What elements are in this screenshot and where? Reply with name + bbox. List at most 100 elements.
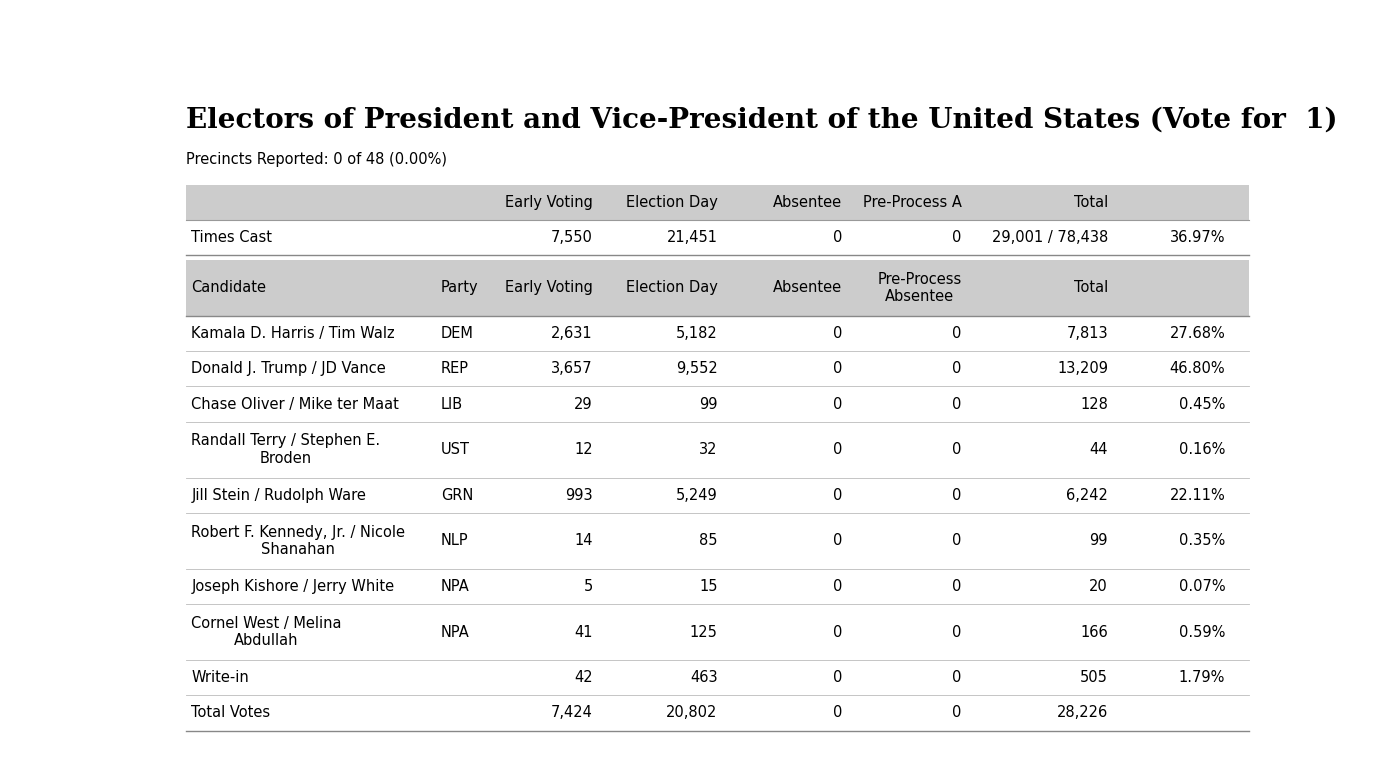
Text: 125: 125 <box>690 624 717 639</box>
Text: Candidate: Candidate <box>192 280 266 296</box>
Text: Precincts Reported: 0 of 48 (0.00%): Precincts Reported: 0 of 48 (0.00%) <box>186 152 447 167</box>
Text: 0: 0 <box>833 442 843 457</box>
Text: 463: 463 <box>690 670 717 685</box>
Text: Election Day: Election Day <box>626 195 717 210</box>
Text: Absentee: Absentee <box>773 195 843 210</box>
Text: 0: 0 <box>833 230 843 245</box>
Text: 166: 166 <box>1081 624 1109 639</box>
Text: 20,802: 20,802 <box>666 705 717 720</box>
Text: 14: 14 <box>574 533 592 549</box>
Text: 0: 0 <box>833 326 843 341</box>
Text: Total: Total <box>1074 195 1109 210</box>
Bar <box>186 260 1249 316</box>
Text: Total: Total <box>1074 280 1109 296</box>
Text: Party: Party <box>441 280 479 296</box>
Text: 20: 20 <box>1089 579 1109 594</box>
Text: 28,226: 28,226 <box>1057 705 1109 720</box>
Text: 0: 0 <box>833 624 843 639</box>
Text: 36.97%: 36.97% <box>1170 230 1225 245</box>
Text: NLP: NLP <box>441 533 469 549</box>
Text: 7,550: 7,550 <box>550 230 592 245</box>
Text: 7,813: 7,813 <box>1067 326 1109 341</box>
Text: Robert F. Kennedy, Jr. / Nicole
Shanahan: Robert F. Kennedy, Jr. / Nicole Shanahan <box>192 525 405 557</box>
Text: 99: 99 <box>699 397 717 412</box>
Text: 1.79%: 1.79% <box>1179 670 1225 685</box>
Text: Donald J. Trump / JD Vance: Donald J. Trump / JD Vance <box>192 361 386 376</box>
Text: Kamala D. Harris / Tim Walz: Kamala D. Harris / Tim Walz <box>192 326 395 341</box>
Text: 0.45%: 0.45% <box>1179 397 1225 412</box>
Text: 993: 993 <box>566 487 592 503</box>
Text: Joseph Kishore / Jerry White: Joseph Kishore / Jerry White <box>192 579 395 594</box>
Text: 13,209: 13,209 <box>1057 361 1109 376</box>
Text: 32: 32 <box>699 442 717 457</box>
Text: Pre-Process
Absentee: Pre-Process Absentee <box>878 272 962 304</box>
Text: 5: 5 <box>584 579 592 594</box>
Text: 0: 0 <box>952 579 962 594</box>
Text: 3,657: 3,657 <box>552 361 592 376</box>
Text: 29,001 / 78,438: 29,001 / 78,438 <box>991 230 1109 245</box>
Text: GRN: GRN <box>441 487 473 503</box>
Text: 5,249: 5,249 <box>676 487 717 503</box>
Text: NPA: NPA <box>441 579 469 594</box>
Text: 0: 0 <box>833 397 843 412</box>
Bar <box>186 185 1249 220</box>
Text: 0: 0 <box>952 533 962 549</box>
Text: 22.11%: 22.11% <box>1169 487 1225 503</box>
Text: 0: 0 <box>952 230 962 245</box>
Text: 27.68%: 27.68% <box>1169 326 1225 341</box>
Text: 15: 15 <box>699 579 717 594</box>
Text: 7,424: 7,424 <box>550 705 592 720</box>
Text: 12: 12 <box>574 442 592 457</box>
Text: Early Voting: Early Voting <box>505 280 592 296</box>
Text: 85: 85 <box>699 533 717 549</box>
Text: 9,552: 9,552 <box>676 361 717 376</box>
Text: Total Votes: Total Votes <box>192 705 270 720</box>
Text: Pre-Process A: Pre-Process A <box>862 195 962 210</box>
Text: 41: 41 <box>574 624 592 639</box>
Text: Absentee: Absentee <box>773 280 843 296</box>
Text: 21,451: 21,451 <box>666 230 717 245</box>
Text: 99: 99 <box>1089 533 1109 549</box>
Text: 5,182: 5,182 <box>676 326 717 341</box>
Text: 0.16%: 0.16% <box>1179 442 1225 457</box>
Text: 0: 0 <box>952 326 962 341</box>
Text: LIB: LIB <box>441 397 463 412</box>
Text: 0: 0 <box>952 670 962 685</box>
Text: Randall Terry / Stephen E.
Broden: Randall Terry / Stephen E. Broden <box>192 433 381 466</box>
Text: Election Day: Election Day <box>626 280 717 296</box>
Text: DEM: DEM <box>441 326 473 341</box>
Text: Jill Stein / Rudolph Ware: Jill Stein / Rudolph Ware <box>192 487 367 503</box>
Text: 2,631: 2,631 <box>552 326 592 341</box>
Text: 0.59%: 0.59% <box>1179 624 1225 639</box>
Text: 0: 0 <box>952 442 962 457</box>
Text: 0.35%: 0.35% <box>1179 533 1225 549</box>
Text: 128: 128 <box>1081 397 1109 412</box>
Text: UST: UST <box>441 442 470 457</box>
Text: Cornel West / Melina
Abdullah: Cornel West / Melina Abdullah <box>192 616 342 648</box>
Text: 0: 0 <box>952 705 962 720</box>
Text: 0: 0 <box>833 705 843 720</box>
Text: NPA: NPA <box>441 624 469 639</box>
Text: 42: 42 <box>574 670 592 685</box>
Text: 0: 0 <box>952 397 962 412</box>
Text: Write-in: Write-in <box>192 670 249 685</box>
Text: 0: 0 <box>952 624 962 639</box>
Text: REP: REP <box>441 361 469 376</box>
Text: Electors of President and Vice-President of the United States (Vote for  1): Electors of President and Vice-President… <box>186 106 1337 134</box>
Text: 0: 0 <box>952 487 962 503</box>
Text: Early Voting: Early Voting <box>505 195 592 210</box>
Text: Times Cast: Times Cast <box>192 230 272 245</box>
Text: 0: 0 <box>952 361 962 376</box>
Text: 0: 0 <box>833 361 843 376</box>
Text: 0: 0 <box>833 533 843 549</box>
Text: 46.80%: 46.80% <box>1169 361 1225 376</box>
Text: 0.07%: 0.07% <box>1179 579 1225 594</box>
Text: 6,242: 6,242 <box>1067 487 1109 503</box>
Text: 44: 44 <box>1089 442 1109 457</box>
Text: 0: 0 <box>833 670 843 685</box>
Text: 505: 505 <box>1081 670 1109 685</box>
Text: 0: 0 <box>833 579 843 594</box>
Text: Chase Oliver / Mike ter Maat: Chase Oliver / Mike ter Maat <box>192 397 399 412</box>
Text: 0: 0 <box>833 487 843 503</box>
Text: 29: 29 <box>574 397 592 412</box>
